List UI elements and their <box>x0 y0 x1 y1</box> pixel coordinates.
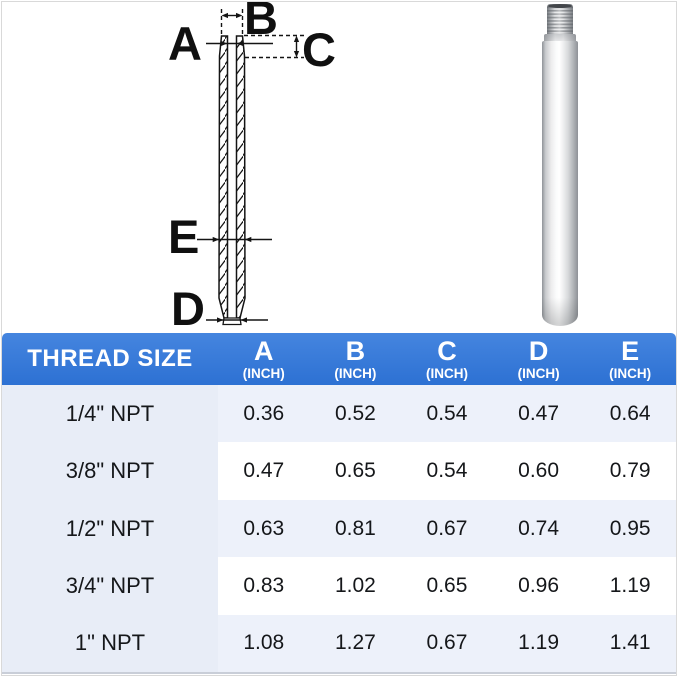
cell-c: 0.54 <box>401 442 493 500</box>
dimension-b <box>220 9 244 35</box>
pipe-cross-section-diagram: A B C E D <box>168 0 336 333</box>
cell-a: 0.47 <box>218 442 310 500</box>
row-label: 3/8" NPT <box>2 442 218 500</box>
cell-a: 0.36 <box>218 385 310 443</box>
table-row: 1/2" NPT 0.63 0.81 0.67 0.74 0.95 <box>2 499 676 558</box>
row-label: 3/4" NPT <box>2 557 218 615</box>
cell-e: 1.19 <box>584 557 676 615</box>
col-letter: D <box>528 335 549 366</box>
cell-c: 0.54 <box>401 385 493 443</box>
cell-e: 0.79 <box>584 442 676 500</box>
dimension-c <box>244 34 304 59</box>
col-letter: C <box>437 335 457 366</box>
col-unit: (INCH) <box>425 365 468 381</box>
cell-d: 0.96 <box>492 557 585 615</box>
spec-table: THREAD SIZE A (INCH) B (INCH) C (INCH) D… <box>2 333 676 674</box>
pipe-wall-right <box>235 35 246 319</box>
cell-c: 0.67 <box>401 614 493 673</box>
col-unit: (INCH) <box>517 365 560 381</box>
cell-b: 1.02 <box>309 557 402 615</box>
cell-b: 0.81 <box>309 499 402 558</box>
pipe-body <box>542 41 578 326</box>
table-header: THREAD SIZE A (INCH) B (INCH) C (INCH) D… <box>2 333 676 385</box>
cell-d: 1.19 <box>492 614 585 673</box>
cell-a: 0.83 <box>218 557 310 615</box>
col-unit: (INCH) <box>334 365 377 381</box>
cell-c: 0.67 <box>401 499 493 558</box>
header-thread-size: THREAD SIZE <box>27 345 193 372</box>
pipe-wall-left <box>218 35 229 319</box>
pipe-opening <box>548 4 572 8</box>
cell-d: 0.60 <box>492 442 585 500</box>
pipe-nipple-photo <box>542 4 578 326</box>
cell-e: 0.64 <box>584 385 676 443</box>
header-col-c: C (INCH) <box>401 333 493 385</box>
table-row: 1/4" NPT 0.36 0.52 0.54 0.47 0.64 <box>2 385 676 443</box>
header-col-a: A (INCH) <box>218 333 310 385</box>
cell-b: 1.27 <box>309 614 402 673</box>
dim-label-e: E <box>168 210 199 263</box>
cell-b: 0.65 <box>309 442 402 500</box>
pipe-thread <box>547 4 573 35</box>
cell-b: 0.52 <box>309 385 402 443</box>
row-label: 1/2" NPT <box>2 499 218 558</box>
cell-a: 0.63 <box>218 499 310 558</box>
table-row: 3/8" NPT 0.47 0.65 0.54 0.60 0.79 <box>2 442 676 500</box>
cell-e: 0.95 <box>584 499 676 558</box>
col-letter: B <box>345 335 366 366</box>
dim-label-d: D <box>171 282 205 333</box>
dim-label-b: B <box>244 0 278 44</box>
dimension-a <box>206 40 273 47</box>
pipe-bottom-face <box>222 317 242 326</box>
pipe-shoulder <box>544 34 576 42</box>
row-label: 1/4" NPT <box>2 385 218 443</box>
cell-d: 0.74 <box>492 499 585 558</box>
cell-d: 0.47 <box>492 385 585 443</box>
header-col-b: B (INCH) <box>310 333 402 385</box>
table-row: 1" NPT 1.08 1.27 0.67 1.19 1.41 <box>2 614 676 673</box>
header-col-d: D (INCH) <box>493 333 585 385</box>
dimension-d <box>206 317 268 323</box>
cell-c: 0.65 <box>401 557 493 615</box>
cell-a: 1.08 <box>218 614 310 673</box>
dimension-e <box>197 236 272 243</box>
col-letter: A <box>254 335 274 366</box>
col-unit: (INCH) <box>242 365 285 381</box>
table-row: 3/4" NPT 0.83 1.02 0.65 0.96 1.19 <box>2 557 676 615</box>
col-letter: E <box>621 335 640 366</box>
dim-label-c: C <box>302 23 336 76</box>
row-label: 1" NPT <box>2 614 218 673</box>
col-unit: (INCH) <box>609 365 652 381</box>
dim-label-a: A <box>168 17 202 70</box>
cell-e: 1.41 <box>584 614 676 673</box>
header-col-e: E (INCH) <box>584 333 676 385</box>
